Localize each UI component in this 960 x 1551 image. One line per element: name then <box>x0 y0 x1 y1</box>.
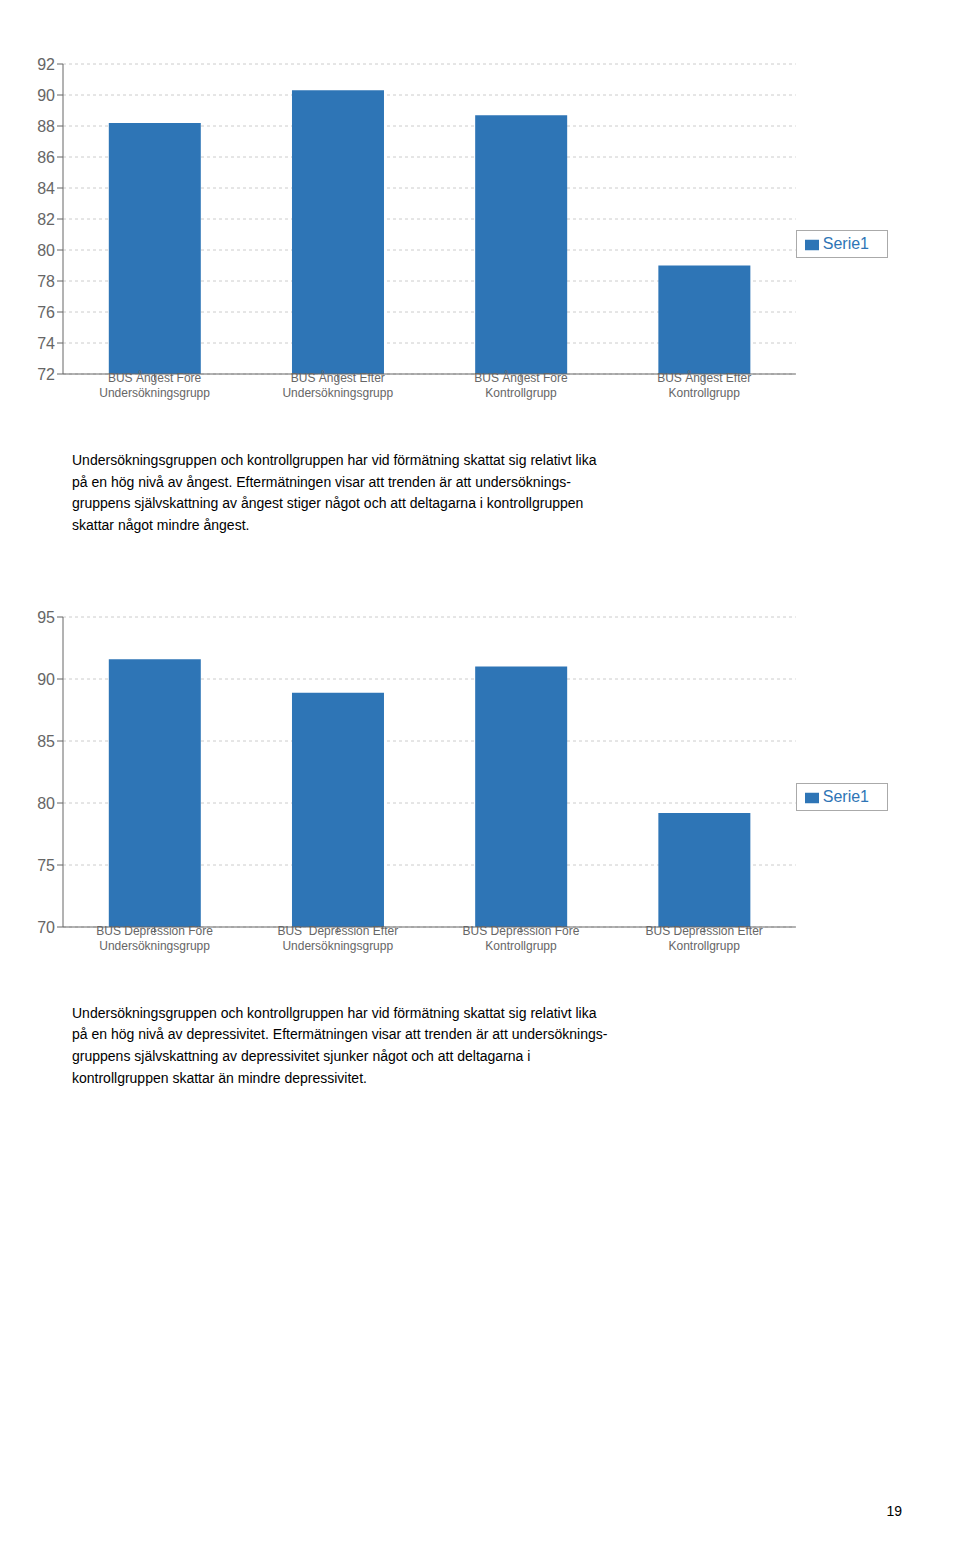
html-text:Serie1: Serie1 <box>822 787 869 805</box>
svg-text:BUS Ångest EfterKontrollgrupp: BUS Ångest EfterKontrollgrupp <box>657 370 751 400</box>
html-text:Undersökningsgruppen och kontr: Undersökningsgruppen och kontrollgruppen… <box>72 1004 608 1086</box>
svg-text:BUS Depression FöreUndersöknin: BUS Depression FöreUndersökningsgrupp <box>96 924 213 953</box>
svg-text:78: 78 <box>37 273 55 290</box>
svg-text:70: 70 <box>37 918 55 935</box>
svg-text:75: 75 <box>37 856 55 873</box>
svg-text:84: 84 <box>37 180 55 197</box>
svg-text:92: 92 <box>37 56 55 73</box>
svg-text:BUS Ångest FöreKontrollgrupp: BUS Ångest FöreKontrollgrupp <box>474 370 568 400</box>
svg-text:74: 74 <box>37 335 55 352</box>
svg-text:BUS Depression EfterKontrollgr: BUS Depression EfterKontrollgrupp <box>645 924 762 953</box>
svg-text:85: 85 <box>37 732 55 749</box>
svg-text:86: 86 <box>37 149 55 166</box>
html-text:Serie1: Serie1 <box>822 235 869 252</box>
svg-text:88: 88 <box>37 118 55 135</box>
svg-text:82: 82 <box>37 211 55 228</box>
html-text:Undersökningsgruppen och kontr: Undersökningsgruppen och kontrollgruppen… <box>72 452 597 534</box>
svg-text:76: 76 <box>37 304 55 321</box>
svg-text:BUS Ångest FöreUndersökningsgr: BUS Ångest FöreUndersökningsgrupp <box>99 370 210 400</box>
svg-text:80: 80 <box>37 794 55 811</box>
svg-text:BUS Ångest EfterUndersökningsg: BUS Ångest EfterUndersökningsgrupp <box>282 370 393 400</box>
svg-text:72: 72 <box>37 366 55 383</box>
svg-text:95: 95 <box>37 608 55 625</box>
svg-text:90: 90 <box>37 87 55 104</box>
html-text:19: 19 <box>886 1503 902 1519</box>
svg-text:BUS Depression FöreKontrollgru: BUS Depression FöreKontrollgrupp <box>463 924 580 953</box>
svg-text:90: 90 <box>37 670 55 687</box>
svg-text:80: 80 <box>37 242 55 259</box>
svg-text:BUS Depression EfterUndersökn: BUS Depression EfterUndersökningsgrupp <box>277 924 398 953</box>
